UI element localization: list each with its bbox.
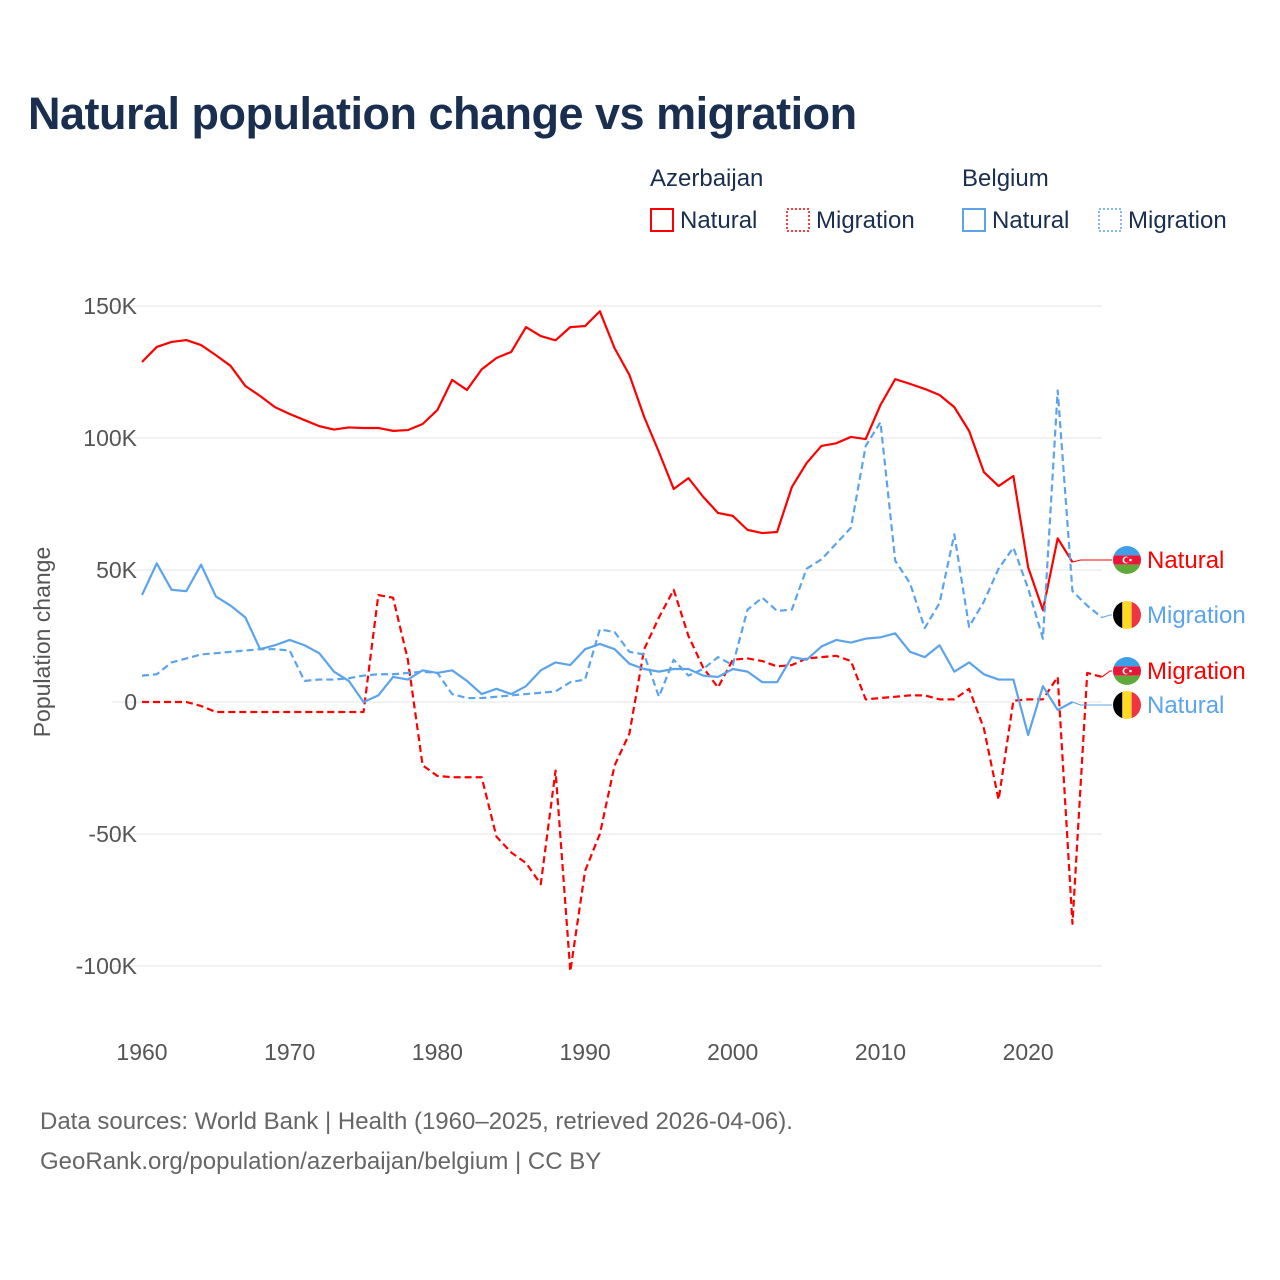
legend-group-title: Azerbaijan [650,165,763,192]
y-tick-label: 50K [96,557,138,583]
x-tick-label: 2000 [707,1039,758,1065]
x-tick-label: 2020 [1003,1039,1054,1065]
series-line [142,588,1103,973]
x-tick-label: 1970 [264,1039,315,1065]
series-line [141,562,1073,737]
chart-title: Natural population change vs migration [28,88,857,139]
y-tick-label: -50K [88,821,137,847]
y-axis-label: Population change [29,547,55,738]
azerbaijan-flag [1113,657,1141,685]
flag-stripe [1113,564,1141,574]
flag-stripe [1122,601,1132,629]
credit-note: GeoRank.org/population/azerbaijan/belgiu… [40,1148,602,1175]
source-note: Data sources: World Bank | Health (1960–… [40,1108,793,1135]
leader-line [1101,670,1112,678]
legend-swatch [962,208,986,232]
series-line [141,389,1103,700]
azerbaijan-flag [1113,546,1141,574]
legend-item-label: Natural [680,207,757,234]
legend-item-label: Migration [816,207,915,234]
flag-stripe [1131,691,1141,719]
crescent-icon [1124,557,1130,563]
legend-item-label: Natural [992,207,1069,234]
leader-line [1101,614,1112,618]
x-tick-label: 2010 [855,1039,906,1065]
y-tick-label: 0 [124,689,137,715]
legend-swatch [650,208,674,232]
flag-stripe [1113,657,1141,667]
end-label: Migration [1147,658,1246,685]
crescent-icon [1124,668,1130,674]
y-tick-label: 100K [83,425,137,451]
flag-stripe [1113,601,1123,629]
x-tick-label: 1990 [559,1039,610,1065]
flag-stripe [1113,691,1123,719]
leader-line [1072,701,1112,706]
end-label: Natural [1147,547,1224,574]
y-tick-label: -100K [76,953,138,979]
y-tick-label: 150K [83,293,137,319]
legend-group-title: Belgium [962,165,1049,192]
end-label: Migration [1147,602,1246,629]
x-tick-label: 1960 [116,1039,167,1065]
flag-stripe [1131,601,1141,629]
flag-stripe [1122,691,1132,719]
leader-line [1072,559,1112,563]
flag-stripe [1113,546,1141,556]
end-label: Natural [1147,692,1224,719]
x-tick-label: 1980 [412,1039,463,1065]
legend-item-label: Migration [1128,207,1227,234]
belgium-flag [1113,691,1141,719]
flag-stripe [1113,675,1141,685]
star-icon [1129,558,1132,562]
belgium-flag [1113,601,1141,629]
legend-swatch [1098,208,1122,232]
legend-swatch [786,208,810,232]
star-icon [1129,669,1132,673]
series-line [141,310,1074,612]
